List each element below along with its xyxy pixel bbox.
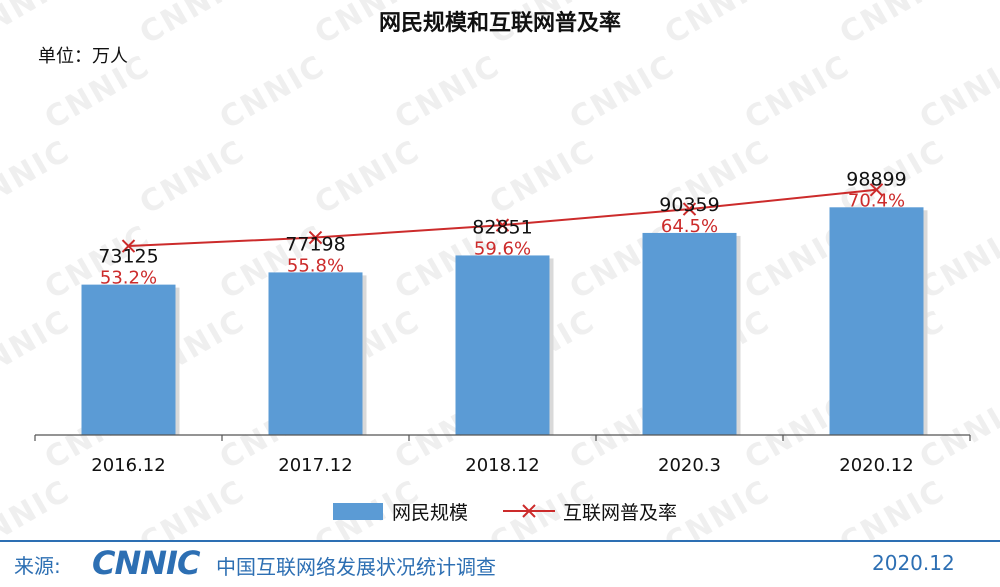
cnnic-logo: CNNIC: [92, 544, 200, 582]
legend-label-line: 互联网普及率: [563, 502, 677, 524]
legend: 网民规模 互联网普及率: [333, 502, 677, 524]
line-value-label: 59.6%: [474, 238, 531, 259]
bar-value-label: 73125: [98, 246, 158, 268]
legend-swatch-bar: [333, 503, 383, 520]
bar-value-label: 82851: [472, 216, 532, 238]
bar-value-label: 90359: [659, 194, 719, 216]
x-tick-label: 2017.12: [278, 455, 352, 476]
bar: [268, 272, 363, 435]
x-axis: 2016.12 2017.12 2018.12 2020.3 2020.12: [34, 434, 971, 476]
source-label: 来源:: [14, 554, 61, 578]
report-date: 2020.12: [872, 551, 955, 575]
bar: [81, 284, 176, 435]
bar: [829, 207, 924, 435]
line-series: [121, 183, 884, 253]
footer: 来源: CNNIC 中国互联网络发展状况统计调查 2020.12: [0, 542, 1000, 587]
bar: [455, 255, 550, 435]
chart: 网民规模和互联网普及率 单位：万人 2016.12 2017.12 2018.12 2…: [34, 10, 971, 524]
line-marker: [869, 183, 884, 197]
organization-name: 中国互联网络发展状况统计调查: [216, 555, 496, 579]
footer-divider: [0, 540, 1000, 542]
line-marker: [121, 239, 136, 253]
bar-value-label: 98899: [846, 168, 906, 190]
chart-title: 网民规模和互联网普及率: [379, 10, 621, 36]
line-marker: [495, 218, 510, 232]
line-value-label: 70.4%: [848, 190, 905, 211]
line-value-label: 64.5%: [661, 216, 718, 237]
x-tick-label: 2018.12: [465, 455, 539, 476]
line-marker: [682, 202, 697, 216]
bar-series: [81, 207, 928, 435]
bar-value-label: 77198: [285, 233, 345, 255]
line-value-label: 53.2%: [100, 268, 157, 289]
legend-label-bar: 网民规模: [392, 502, 468, 524]
x-tick-label: 2020.3: [658, 455, 721, 476]
line-value-label: 55.8%: [287, 255, 344, 276]
line-marker: [308, 230, 323, 245]
bar: [642, 232, 737, 435]
x-tick-label: 2016.12: [91, 455, 165, 476]
legend-marker: [522, 504, 536, 518]
unit-label: 单位：万人: [38, 46, 128, 67]
x-tick-label: 2020.12: [839, 455, 913, 476]
